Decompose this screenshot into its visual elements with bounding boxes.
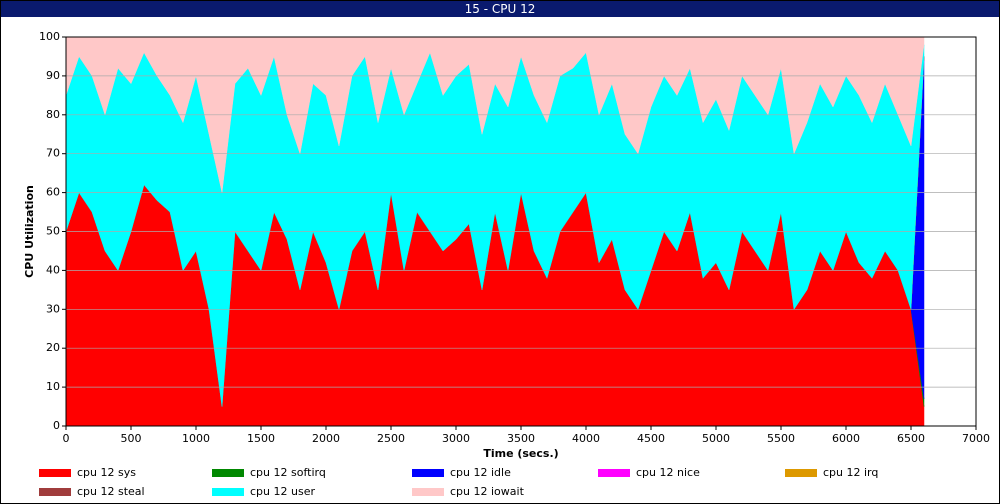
legend-label: cpu 12 nice bbox=[636, 466, 700, 479]
y-tick-label: 10 bbox=[46, 380, 60, 393]
legend-swatch bbox=[212, 469, 244, 477]
x-tick-label: 4500 bbox=[637, 432, 665, 445]
x-tick-label: 3500 bbox=[507, 432, 535, 445]
legend-swatch bbox=[412, 488, 444, 496]
x-tick-label: 5500 bbox=[767, 432, 795, 445]
x-tick-label: 5000 bbox=[702, 432, 730, 445]
x-tick-label: 1000 bbox=[182, 432, 210, 445]
legend-swatch bbox=[39, 469, 71, 477]
y-axis-label: CPU Utilization bbox=[23, 185, 36, 278]
legend-swatch bbox=[212, 488, 244, 496]
x-axis-label: Time (secs.) bbox=[483, 447, 558, 460]
legend-label: cpu 12 idle bbox=[450, 466, 511, 479]
x-tick-label: 1500 bbox=[247, 432, 275, 445]
legend-label: cpu 12 iowait bbox=[450, 485, 525, 498]
x-tick-label: 4000 bbox=[572, 432, 600, 445]
legend-swatch bbox=[39, 488, 71, 496]
legend-swatch bbox=[598, 469, 630, 477]
y-tick-label: 70 bbox=[46, 147, 60, 160]
y-tick-label: 20 bbox=[46, 341, 60, 354]
y-tick-label: 100 bbox=[39, 30, 60, 43]
y-tick-label: 50 bbox=[46, 225, 60, 238]
x-tick-label: 2000 bbox=[312, 432, 340, 445]
x-tick-label: 6000 bbox=[832, 432, 860, 445]
plot-border bbox=[65, 36, 977, 427]
legend-label: cpu 12 irq bbox=[823, 466, 878, 479]
y-tick-label: 30 bbox=[46, 302, 60, 315]
legend-label: cpu 12 steal bbox=[77, 485, 145, 498]
legend-label: cpu 12 sys bbox=[77, 466, 136, 479]
title-bar: 15 - CPU 12 bbox=[1, 1, 999, 17]
y-tick-label: 90 bbox=[46, 69, 60, 82]
legend-swatch bbox=[412, 469, 444, 477]
x-tick-label: 7000 bbox=[962, 432, 990, 445]
y-tick-label: 40 bbox=[46, 263, 60, 276]
legend-swatch bbox=[785, 469, 817, 477]
x-tick-label: 3000 bbox=[442, 432, 470, 445]
x-tick-label: 6500 bbox=[897, 432, 925, 445]
y-tick-label: 0 bbox=[53, 419, 60, 432]
y-tick-label: 60 bbox=[46, 186, 60, 199]
x-tick-label: 0 bbox=[63, 432, 70, 445]
legend-label: cpu 12 user bbox=[250, 485, 315, 498]
y-tick-label: 80 bbox=[46, 108, 60, 121]
legend-label: cpu 12 softirq bbox=[250, 466, 326, 479]
x-tick-label: 500 bbox=[121, 432, 142, 445]
x-tick-label: 2500 bbox=[377, 432, 405, 445]
